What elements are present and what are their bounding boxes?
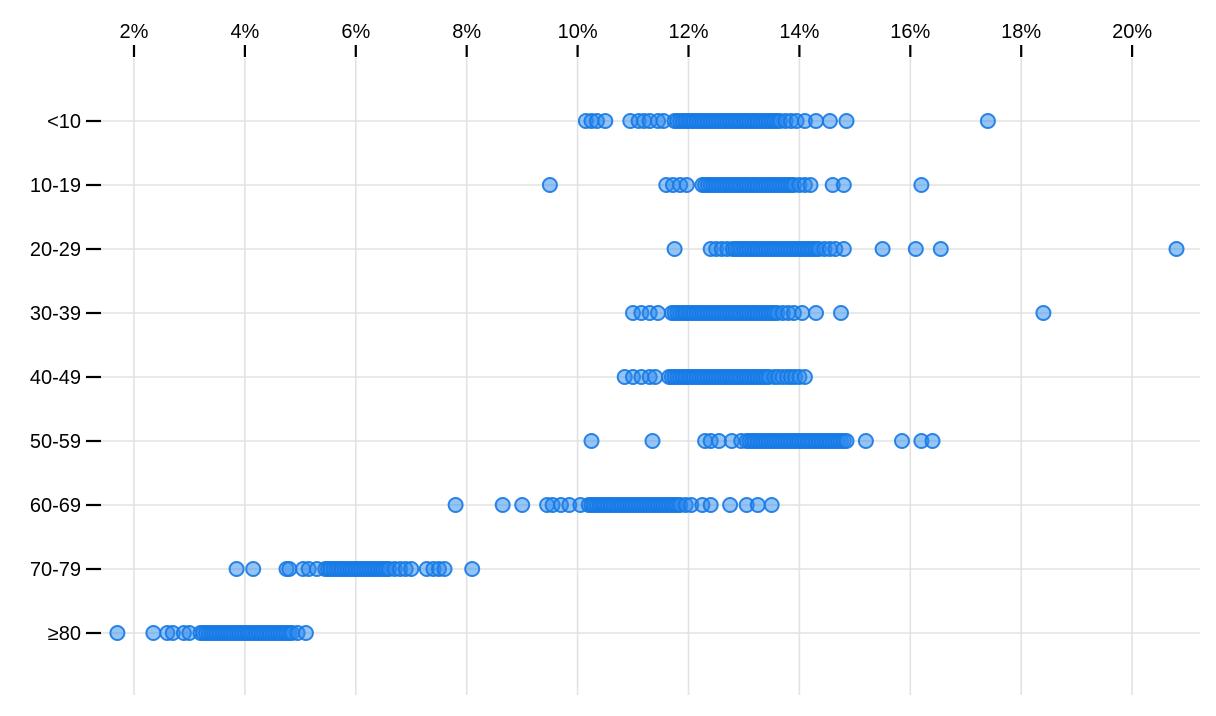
data-point xyxy=(794,305,811,321)
x-tick-label: 12% xyxy=(668,21,708,43)
data-point xyxy=(1035,305,1052,321)
data-point xyxy=(808,113,824,129)
data-point xyxy=(763,497,780,513)
x-tick-label: 16% xyxy=(890,21,930,43)
x-tick-label: 20% xyxy=(1112,21,1152,43)
data-point xyxy=(436,561,453,577)
data-point xyxy=(403,561,420,577)
data-point xyxy=(838,433,855,449)
data-point xyxy=(796,369,813,385)
data-point xyxy=(802,177,819,193)
data-point xyxy=(297,625,314,641)
data-point xyxy=(932,241,949,257)
x-tick-label: 10% xyxy=(558,21,598,43)
data-point xyxy=(749,497,766,513)
x-tick-label: 18% xyxy=(1001,21,1041,43)
data-point xyxy=(678,177,695,193)
data-point xyxy=(907,241,924,257)
x-tick-label: 14% xyxy=(779,21,819,43)
data-point xyxy=(647,369,664,385)
y-tick-label: <10 xyxy=(47,111,81,133)
data-point xyxy=(145,625,162,641)
data-point xyxy=(821,113,838,129)
data-point xyxy=(838,113,855,129)
data-point xyxy=(281,561,298,577)
data-point xyxy=(447,497,464,513)
data-point xyxy=(979,113,996,129)
data-point xyxy=(514,497,531,513)
data-point xyxy=(464,561,481,577)
data-point xyxy=(874,241,891,257)
data-point xyxy=(702,497,719,513)
data-point xyxy=(894,433,910,449)
data-point xyxy=(722,497,739,513)
data-point xyxy=(835,241,852,257)
y-tick-label: 10-19 xyxy=(30,175,81,197)
data-point xyxy=(644,433,661,449)
y-tick-label: 20-29 xyxy=(30,239,81,261)
data-point xyxy=(109,625,126,641)
y-tick-label: 40-49 xyxy=(30,367,81,389)
x-tick-label: 4% xyxy=(230,21,259,43)
data-point xyxy=(597,113,614,129)
data-point xyxy=(541,177,558,193)
data-point xyxy=(833,305,849,321)
y-tick-label: 30-39 xyxy=(30,303,81,325)
data-point xyxy=(808,305,824,321)
data-point xyxy=(583,433,600,449)
y-tick-label: 60-69 xyxy=(30,495,81,517)
y-tick-label: 50-59 xyxy=(30,431,81,453)
data-point xyxy=(835,177,852,193)
data-point xyxy=(494,497,511,513)
y-tick-label: ≥80 xyxy=(48,623,81,645)
data-point xyxy=(913,177,930,193)
x-tick-label: 6% xyxy=(341,21,370,43)
data-point xyxy=(666,241,683,257)
x-tick-label: 2% xyxy=(120,21,149,43)
data-point xyxy=(228,561,245,577)
data-point xyxy=(650,305,666,321)
data-point xyxy=(924,433,941,449)
y-tick-label: 70-79 xyxy=(30,559,81,581)
data-point xyxy=(857,433,874,449)
data-point xyxy=(1168,241,1185,257)
x-tick-label: 8% xyxy=(452,21,481,43)
data-point xyxy=(245,561,262,577)
